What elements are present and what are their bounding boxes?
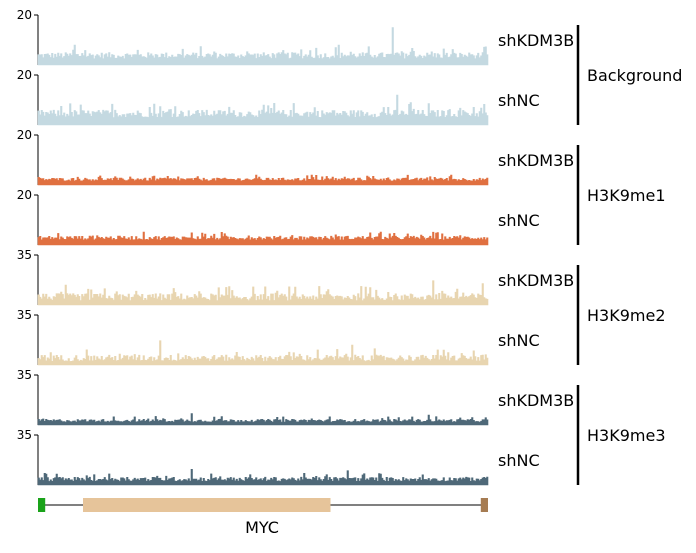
track-7: 35 shNC	[17, 428, 540, 486]
gene-name: MYC	[245, 518, 279, 537]
y-tick-label: 20	[17, 8, 32, 22]
group-2: H3K9me2	[576, 265, 666, 365]
y-tick-label: 35	[17, 308, 32, 322]
group-label: H3K9me2	[587, 306, 666, 325]
tracks-area: 20shKDM3B20shNC20shKDM3B20shNC35shKDM3B3…	[17, 8, 574, 486]
gene-track: MYC	[38, 498, 488, 537]
group-label: Background	[587, 66, 682, 85]
signal-area	[37, 231, 489, 246]
gene-exon-0	[38, 498, 46, 512]
y-tick-label: 35	[17, 368, 32, 382]
y-tick-label: 20	[17, 68, 32, 82]
track-2: 20 shKDM3B	[17, 128, 574, 186]
signal-area	[37, 27, 489, 66]
sample-label: shNC	[498, 211, 540, 230]
y-tick-label: 35	[17, 428, 32, 442]
sample-label: shKDM3B	[498, 31, 574, 50]
signal-area	[37, 94, 489, 126]
group-3: H3K9me3	[576, 385, 666, 485]
track-0: 20 shKDM3B	[17, 8, 574, 66]
track-4: 35 shKDM3B	[17, 248, 574, 306]
track-3: 20 shNC	[17, 188, 540, 246]
signal-area	[37, 468, 489, 486]
group-0: Background	[576, 25, 682, 125]
signal-area	[37, 413, 489, 426]
group-label: H3K9me3	[587, 426, 666, 445]
signal-area	[37, 280, 489, 306]
signal-area	[37, 340, 489, 366]
sample-label: shKDM3B	[498, 271, 574, 290]
y-tick-label: 20	[17, 188, 32, 202]
group-brackets: Background H3K9me1 H3K9me2 H3K9me3	[576, 25, 682, 485]
signal-area	[37, 174, 489, 186]
group-label: H3K9me1	[587, 186, 666, 205]
track-5: 35 shNC	[17, 308, 540, 366]
sample-label: shNC	[498, 331, 540, 350]
track-6: 35 shKDM3B	[17, 368, 574, 426]
sample-label: shKDM3B	[498, 151, 574, 170]
y-tick-label: 20	[17, 128, 32, 142]
sample-label: shKDM3B	[498, 391, 574, 410]
group-1: H3K9me1	[576, 145, 666, 245]
sample-label: shNC	[498, 451, 540, 470]
y-tick-label: 35	[17, 248, 32, 262]
track-1: 20 shNC	[17, 68, 540, 126]
gene-exon-2	[480, 498, 488, 512]
sample-label: shNC	[498, 91, 540, 110]
gene-exon-1	[83, 498, 331, 512]
